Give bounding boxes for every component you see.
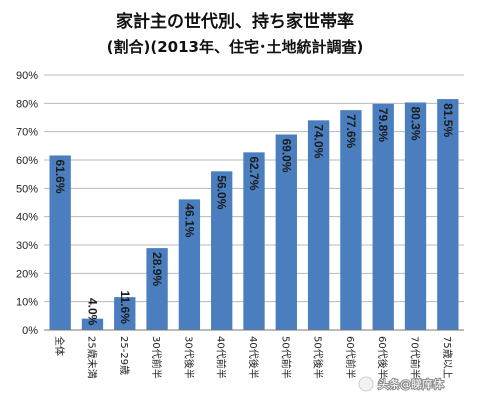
y-tick-label: 10% [16,297,38,309]
x-category-label: 60代前半 [344,336,357,379]
y-tick-label: 40% [16,212,38,224]
x-axis-categories: 全体 25歳未満 25-29歳 30代前半 30代後半 40代前半 40代後半 50代前半 50… [53,336,453,379]
data-label: 80.3% [409,106,423,140]
data-label: 74.0% [312,124,326,158]
x-category-label: 40代後半 [247,336,260,379]
bar [211,171,233,330]
x-category-label: 25歳未満 [85,336,97,379]
chart-subtitle: (割合)(2013年、住宅･土地統計調査) [107,38,364,56]
watermark-logo-icon [358,376,374,392]
bars [49,99,459,331]
x-category-label: 30代後半 [182,336,195,379]
bar [243,152,265,330]
data-labels: 61.6% 4.0% 11.6% 28.9% 46.1% 56.0% 62.7% 69.0% 7… [53,103,455,326]
bar [49,155,71,330]
data-label: 56.0% [215,175,229,209]
y-tick-label: 50% [16,183,38,195]
bar [340,110,362,330]
watermark: 头条@睇庠体 [358,376,445,392]
watermark-text: 头条@睇庠体 [378,377,444,391]
chart-title: 家計主の世代別、持ち家世帯率 [116,11,354,32]
y-tick-label: 70% [16,127,38,139]
bar [114,297,136,330]
data-label: 61.6% [53,159,67,193]
x-category-label: 50代後半 [312,336,325,379]
y-tick-label: 60% [16,155,38,167]
data-label: 77.6% [344,114,358,148]
y-tick-label: 30% [16,240,38,252]
y-tick-label: 0% [22,325,38,337]
y-tick-label: 90% [16,70,38,82]
x-category-label: 40代前半 [215,336,228,379]
data-label: 81.5% [441,103,455,137]
data-label: 28.9% [150,252,164,286]
bar [81,318,104,330]
bar [146,248,168,330]
data-label: 11.6% [118,291,132,325]
x-category-label: 75歳以上 [441,336,453,379]
data-label: 69.0% [279,139,293,173]
x-category-label: 50代前半 [279,336,292,379]
data-label: 46.1% [182,203,196,237]
y-tick-label: 20% [16,268,38,280]
bar [178,199,201,330]
y-axis-ticks: 0% 10% 20% 30% 40% 50% 60% 70% 80% 90% [16,70,38,337]
data-label: 79.8% [376,108,390,142]
bar [307,120,330,330]
bar [372,103,394,331]
x-category-label: 60代後半 [376,336,389,379]
x-category-label: 全体 [53,336,66,356]
y-tick-label: 80% [16,98,38,110]
bar [275,134,297,330]
x-category-label: 25-29歳 [118,336,130,375]
data-label: 62.7% [247,156,261,190]
bar [404,102,427,330]
bar [437,99,459,330]
data-label: 4.0% [85,298,99,326]
x-category-label: 30代前半 [150,336,163,379]
x-category-label: 70代前半 [409,336,422,379]
